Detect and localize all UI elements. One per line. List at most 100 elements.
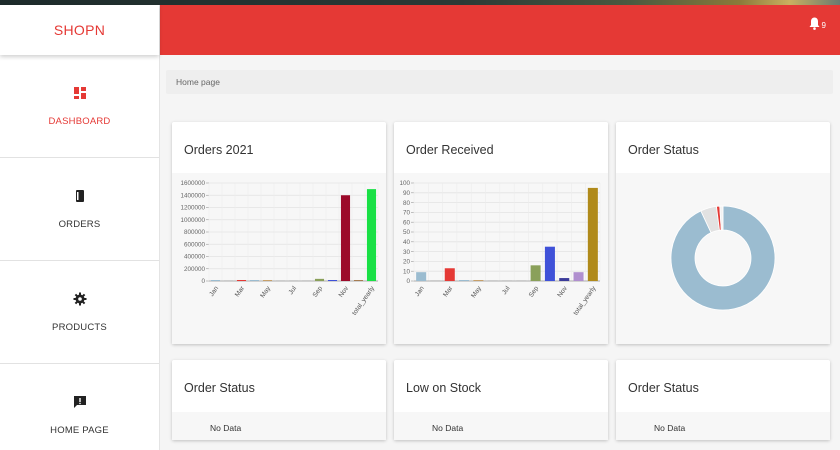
sidebar: SHOPN DASHBOARD ORDERS PRODUC [0, 5, 160, 450]
card-title: Order Status [628, 381, 699, 395]
bar [301, 280, 312, 281]
sidebar-item-label: DASHBOARD [48, 115, 111, 127]
bar [430, 280, 441, 281]
y-tick-label: 80 [403, 200, 411, 207]
card-title: Orders 2021 [184, 143, 254, 157]
sidebar-item-home-page[interactable]: HOME PAGE [0, 364, 159, 450]
orders-2021-chart: 0 200000 400000 600000 800000 1000000 1200000 1… [180, 180, 379, 317]
bar [501, 280, 513, 281]
bar [340, 195, 351, 281]
x-tick-label: Mar [442, 284, 455, 298]
card-body [616, 173, 830, 344]
y-tick-label: 200000 [184, 266, 206, 273]
no-data-text: No Data [432, 423, 464, 433]
x-tick-label: Mar [234, 284, 247, 298]
bar [249, 280, 260, 281]
sidebar-item-dashboard[interactable]: DASHBOARD [0, 55, 159, 158]
bar [366, 189, 377, 281]
bar [236, 280, 247, 281]
y-tick-label: 90 [403, 190, 411, 197]
order-received-card: Order Received 0 10 20 30 40 50 60 70 80 90 100 Jan… [394, 122, 608, 344]
order-status-card: Order Status No Data [616, 360, 830, 440]
breadcrumb: Home page [166, 70, 833, 94]
bar [314, 278, 325, 281]
orders-2021-card: Orders 2021 0 200000 400000 600000 800000 100… [172, 122, 386, 344]
x-tick-label: Jul [501, 285, 512, 296]
sidebar-item-label: ORDERS [58, 218, 101, 230]
bar [544, 246, 555, 281]
y-tick-label: 100 [399, 180, 410, 187]
bar [459, 280, 470, 281]
no-data-text: No Data [654, 423, 686, 433]
x-tick-label: Jan [208, 285, 220, 298]
y-tick-label: 1600000 [180, 180, 205, 187]
sidebar-item-orders[interactable]: ORDERS [0, 158, 159, 261]
y-tick-label: 60 [403, 219, 411, 226]
card-body: 0 10 20 30 40 50 60 70 80 90 100 Jan Mar May Jul Sep Nov… [394, 173, 608, 344]
y-tick-label: 20 [403, 259, 411, 266]
no-data-text: No Data [210, 423, 242, 433]
card-title: Order Received [406, 143, 494, 157]
x-tick-label: May [259, 285, 272, 300]
bar [559, 278, 570, 281]
bar [473, 280, 484, 281]
bar [210, 280, 221, 281]
x-tick-label: May [470, 285, 483, 300]
y-tick-label: 1000000 [180, 217, 205, 224]
bar [262, 280, 273, 281]
order-status-chart-card: Order Status [616, 122, 830, 344]
low-on-stock-card: Low on Stock No Data [394, 360, 608, 440]
brand-logo[interactable]: SHOPN [0, 5, 159, 55]
bar [223, 280, 234, 281]
top-app-bar: 9 [160, 5, 840, 55]
y-tick-label: 70 [403, 210, 411, 217]
bar [573, 272, 584, 281]
settings-icon [73, 292, 86, 305]
sidebar-item-label: HOME PAGE [50, 424, 109, 436]
y-tick-label: 800000 [184, 229, 206, 236]
x-tick-label: total_yearly [572, 285, 597, 317]
y-tick-label: 0 [406, 278, 410, 285]
order-status-donut-chart [670, 205, 776, 311]
x-tick-label: Nov [338, 285, 351, 299]
x-tick-label: Sep [312, 285, 325, 299]
notification-count: 9 [821, 21, 826, 30]
bar [487, 280, 498, 281]
bar [444, 268, 455, 281]
y-tick-label: 1400000 [180, 192, 205, 199]
bar [416, 272, 427, 281]
card-title: Order Status [628, 143, 699, 157]
bar [288, 280, 299, 281]
x-tick-label: total_yearly [351, 285, 376, 317]
card-body: 0 200000 400000 600000 800000 1000000 1200000 1… [172, 173, 386, 344]
y-tick-label: 400000 [184, 254, 206, 261]
orders-icon [75, 189, 84, 202]
donut-slice [670, 205, 776, 311]
y-tick-label: 10 [403, 268, 411, 275]
bar [327, 280, 338, 281]
bar [353, 280, 364, 281]
y-tick-label: 600000 [184, 241, 206, 248]
brand-name: SHOPN [53, 22, 106, 38]
y-tick-label: 40 [403, 239, 411, 246]
x-tick-label: Nov [556, 285, 569, 299]
card-body: No Data [172, 412, 386, 440]
bar [530, 265, 541, 281]
sidebar-item-label: PRODUCTS [52, 321, 107, 333]
y-tick-label: 1200000 [180, 205, 205, 212]
dashboard-icon [73, 86, 86, 99]
donut-slice [719, 205, 724, 231]
feedback-icon [73, 395, 86, 408]
bar [275, 280, 286, 281]
notifications-button[interactable]: 9 [809, 17, 826, 30]
x-tick-label: Sep [528, 285, 541, 299]
card-body: No Data [616, 412, 830, 440]
bar [587, 187, 598, 281]
y-tick-label: 30 [403, 249, 411, 256]
sidebar-item-products[interactable]: PRODUCTS [0, 261, 159, 364]
y-tick-label: 0 [201, 278, 205, 285]
card-title: Low on Stock [406, 381, 482, 395]
order-received-chart: 0 10 20 30 40 50 60 70 80 90 100 Jan Mar May Jul Sep Nov… [399, 180, 601, 317]
order-status-card: Order Status No Data [172, 360, 386, 440]
card-body: No Data [394, 412, 608, 440]
